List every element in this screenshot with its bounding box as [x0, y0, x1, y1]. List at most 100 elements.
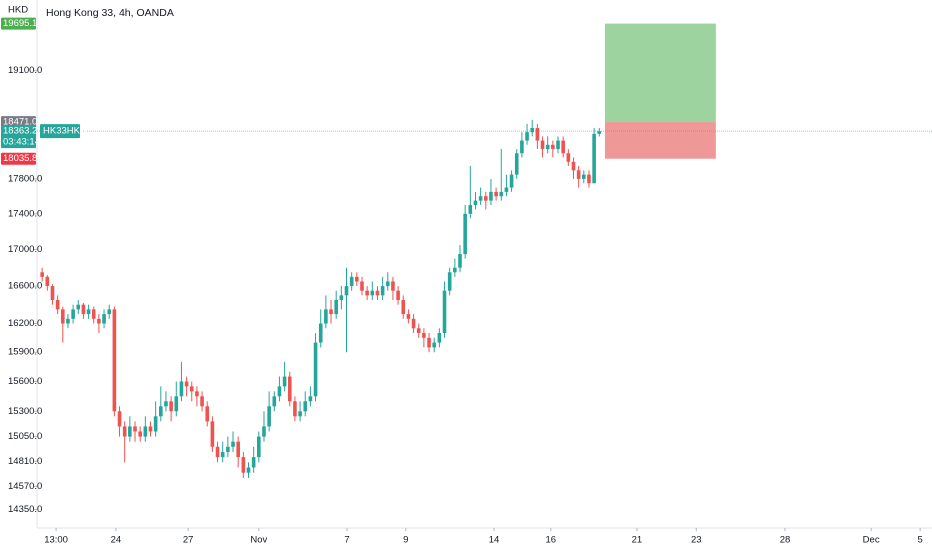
candle-body — [287, 376, 292, 402]
candle-body — [102, 314, 106, 324]
candle-body — [298, 411, 302, 417]
candle-body — [442, 290, 447, 334]
candle-body — [210, 421, 215, 447]
y-tick-label: 17000.0 — [8, 244, 42, 255]
symbol-label: HK33HKD — [43, 126, 87, 137]
candle-body — [158, 406, 163, 417]
candle-body — [251, 457, 256, 468]
candle-body — [324, 309, 328, 324]
candle-body — [453, 267, 457, 273]
candle-body — [241, 457, 246, 473]
candle-body — [509, 174, 514, 188]
candle-body — [40, 272, 44, 277]
candle-body — [45, 276, 50, 287]
y-tick-label: 17800.0 — [8, 173, 42, 184]
target-label-bg — [1, 17, 36, 30]
candle-body — [148, 426, 153, 432]
candle-body — [112, 309, 117, 412]
candle-body — [226, 446, 230, 452]
candle-body — [267, 406, 271, 427]
x-tick-label: 21 — [632, 535, 643, 546]
countdown: 03:43:14 — [3, 137, 40, 148]
currency-label: HKD — [8, 5, 28, 16]
candle-body — [205, 406, 210, 422]
candle-body — [71, 309, 75, 319]
candle-body — [514, 153, 519, 175]
candle-body — [174, 396, 179, 412]
candle-body — [437, 333, 442, 343]
candle-body — [262, 426, 266, 437]
candle-body — [520, 140, 524, 154]
stop-zone — [604, 122, 716, 159]
candle-body — [55, 300, 60, 310]
candle-body — [200, 396, 204, 407]
candle-body — [396, 290, 400, 301]
y-tick-label: 15050.0 — [8, 431, 42, 442]
candle-body — [427, 337, 431, 348]
candle-body — [385, 281, 390, 287]
candle-body — [551, 144, 555, 150]
candle-body — [257, 436, 261, 458]
x-tick-label: 13:00 — [44, 535, 68, 546]
candle-body — [76, 304, 81, 310]
y-tick-label: 15900.0 — [8, 347, 42, 358]
candle-body — [91, 309, 96, 319]
candle-body — [86, 309, 91, 315]
target-zone — [604, 23, 716, 123]
candle-body — [334, 300, 338, 315]
current-price-label-bg — [1, 125, 36, 149]
candle-body — [164, 401, 168, 407]
current-price-label: 18363.2 — [3, 126, 37, 137]
candle-body — [504, 187, 509, 192]
candle-body — [576, 170, 581, 179]
candle-body — [391, 281, 395, 291]
candle-body — [308, 396, 313, 402]
candle-body — [277, 386, 282, 397]
candle-body — [138, 431, 142, 437]
candle-body — [355, 276, 359, 282]
candle-body — [153, 416, 158, 432]
candle-body — [411, 318, 416, 329]
candle-body — [107, 309, 112, 315]
candle-body — [246, 467, 251, 473]
candle-body — [329, 309, 333, 315]
x-tick-label: 7 — [344, 535, 349, 546]
candle-body — [566, 153, 571, 162]
candle-body — [535, 128, 540, 141]
y-tick-label: 15600.0 — [8, 376, 42, 387]
x-tick-label: 27 — [183, 535, 194, 546]
y-tick-label: 14570.0 — [8, 481, 42, 492]
y-tick-label: 14350.0 — [8, 504, 42, 515]
candle-body — [344, 286, 349, 296]
candle-body — [406, 314, 411, 319]
x-tick-label: 16 — [545, 535, 556, 546]
x-tick-label: 5 — [917, 535, 922, 546]
x-tick-label: 9 — [403, 535, 408, 546]
candle-body — [571, 161, 576, 171]
candle-body — [293, 401, 297, 417]
candle-body — [540, 140, 545, 150]
candle-body — [416, 328, 421, 334]
candle-body — [169, 401, 173, 412]
candle-body — [179, 381, 184, 397]
candle-body — [581, 174, 586, 179]
stop-label-bg — [1, 152, 36, 165]
y-tick-label: 17400.0 — [8, 208, 42, 219]
candle-body — [489, 191, 493, 201]
candle-body — [499, 191, 504, 197]
y-tick-label: 15300.0 — [8, 406, 42, 417]
candle-body — [143, 426, 148, 437]
candle-body — [282, 376, 287, 387]
candle-body — [60, 309, 65, 324]
candle-body — [370, 290, 375, 296]
y-tick-label: 16200.0 — [8, 318, 42, 329]
candle-body — [483, 196, 488, 201]
candle-body — [128, 426, 132, 437]
x-tick-label: 14 — [489, 535, 500, 546]
candle-body — [339, 295, 344, 301]
x-tick-label: 28 — [780, 535, 791, 546]
candle-body — [494, 191, 498, 197]
candle-body — [97, 318, 101, 324]
candle-body — [236, 441, 240, 458]
